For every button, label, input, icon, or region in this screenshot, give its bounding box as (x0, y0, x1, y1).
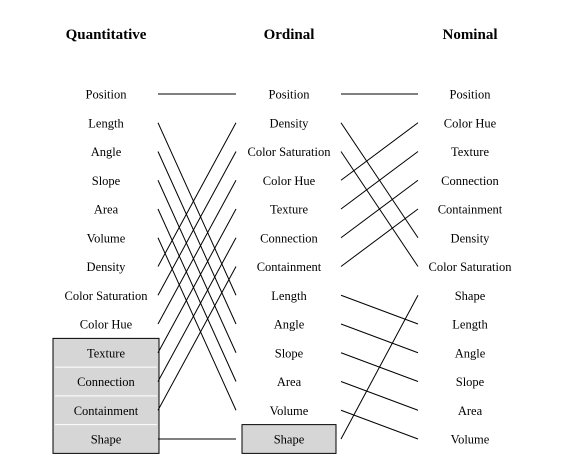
nominal-item-length: Length (452, 318, 488, 332)
item-labels: Position Length Angle Slope Area Volume Densit… (65, 88, 513, 447)
nominal-item-color-hue: Color Hue (444, 116, 497, 130)
quantitative-item-density: Density (87, 260, 127, 274)
ordinal-item-density: Density (270, 116, 310, 130)
link-quantitative-ordinal-texture (157, 208, 237, 353)
link-quantitative-ordinal-color-hue (157, 180, 237, 325)
quantitative-item-length: Length (88, 116, 124, 130)
shaded-boxes (52, 337, 337, 454)
quantitative-item-angle: Angle (91, 145, 122, 159)
ordinal-item-volume: Volume (270, 404, 309, 418)
link-ordinal-nominal-angle (340, 323, 419, 354)
quantitative-item-position: Position (86, 88, 128, 102)
link-quantitative-ordinal-area (157, 208, 237, 382)
quantitative-item-color-saturation: Color Saturation (65, 289, 149, 303)
link-quantitative-ordinal-slope (157, 180, 237, 353)
quantitative-item-shape: Shape (91, 433, 122, 447)
link-ordinal-nominal-color-hue (340, 122, 419, 181)
quantitative-item-connection: Connection (77, 375, 135, 389)
link-quantitative-ordinal-color-saturation (157, 151, 237, 296)
nominal-item-volume: Volume (451, 433, 490, 447)
link-ordinal-nominal-area (340, 381, 419, 411)
ordinal-item-shape: Shape (274, 433, 305, 447)
link-ordinal-nominal-containment (340, 208, 419, 267)
link-ordinal-nominal-connection (340, 179, 419, 239)
link-ordinal-nominal-length (340, 294, 419, 325)
link-quantitative-ordinal-length (157, 122, 237, 296)
nominal-item-area: Area (458, 404, 483, 418)
link-quantitative-ordinal-volume (157, 237, 237, 411)
ordinal-item-texture: Texture (270, 203, 308, 217)
nominal-item-shape: Shape (455, 289, 486, 303)
quantitative-item-area: Area (94, 203, 119, 217)
nominal-item-connection: Connection (441, 174, 499, 188)
quantitative-item-color-hue: Color Hue (80, 318, 133, 332)
ordinal-item-angle: Angle (274, 318, 305, 332)
ordinal-item-position: Position (269, 88, 311, 102)
link-quantitative-ordinal-density (157, 122, 237, 267)
link-ordinal-nominal-volume (340, 409, 419, 440)
ordinal-item-connection: Connection (260, 231, 318, 245)
ordinal-item-color-hue: Color Hue (263, 174, 316, 188)
quantitative-item-containment: Containment (74, 404, 139, 418)
ordinal-item-slope: Slope (275, 346, 304, 360)
ordinal-shaded-box (241, 424, 337, 454)
nominal-item-texture: Texture (451, 145, 489, 159)
ordinal-item-color-saturation: Color Saturation (248, 145, 332, 159)
quantitative-item-texture: Texture (87, 346, 125, 360)
ordinal-item-containment: Containment (257, 260, 322, 274)
connection-lines (157, 93, 419, 440)
header-quantitative: Quantitative (66, 27, 147, 43)
header-nominal: Nominal (442, 27, 497, 43)
nominal-item-position: Position (450, 88, 492, 102)
column-headers: Quantitative Ordinal Nominal (66, 27, 498, 43)
link-ordinal-nominal-shape (340, 295, 419, 440)
nominal-item-slope: Slope (456, 375, 485, 389)
link-quantitative-ordinal-angle (157, 151, 237, 325)
link-quantitative-ordinal-containment (157, 266, 237, 411)
link-ordinal-nominal-texture (340, 151, 419, 210)
nominal-item-containment: Containment (438, 203, 503, 217)
quantitative-item-volume: Volume (87, 231, 126, 245)
ordinal-item-area: Area (277, 375, 302, 389)
header-ordinal: Ordinal (264, 27, 315, 43)
nominal-item-color-saturation: Color Saturation (429, 260, 513, 274)
ordinal-item-length: Length (271, 289, 307, 303)
quantitative-item-slope: Slope (92, 174, 121, 188)
link-quantitative-ordinal-connection (157, 237, 237, 382)
nominal-item-density: Density (451, 231, 491, 245)
nominal-item-angle: Angle (455, 346, 486, 360)
